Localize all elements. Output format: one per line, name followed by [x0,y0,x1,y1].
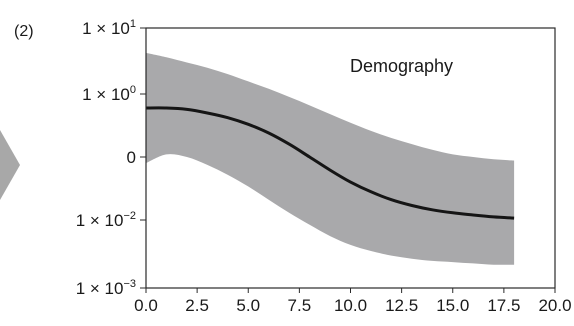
x-tick-label: 17.5 [487,296,520,315]
y-tick-label: 1 × 101 [82,18,136,38]
x-tick-label: 7.5 [288,296,312,315]
x-axis: 0.0 2.5 5.0 7.5 10.0 12.5 15.0 17.5 20.0 [134,288,572,315]
chevron-right-arrow-icon [0,130,20,200]
y-tick-label: 0 [127,148,136,167]
y-tick-label: 1 × 10−2 [76,210,136,230]
x-tick-label: 2.5 [185,296,209,315]
x-tick-label: 20.0 [538,296,571,315]
y-axis: 1 × 101 1 × 100 0 1 × 10−2 1 × 10−3 [76,18,146,298]
x-tick-label: 15.0 [436,296,469,315]
x-tick-label: 10.0 [334,296,367,315]
mean-line [145,106,515,220]
panel-label: (2) [14,23,34,40]
x-tick-label: 5.0 [236,296,260,315]
x-tick-label: 12.5 [385,296,418,315]
y-tick-label: 1 × 10−3 [76,278,136,298]
series-annotation: Demography [350,56,453,76]
y-tick-label: 1 × 100 [82,84,136,104]
confidence-band [146,52,515,265]
x-tick-label: 0.0 [134,296,158,315]
